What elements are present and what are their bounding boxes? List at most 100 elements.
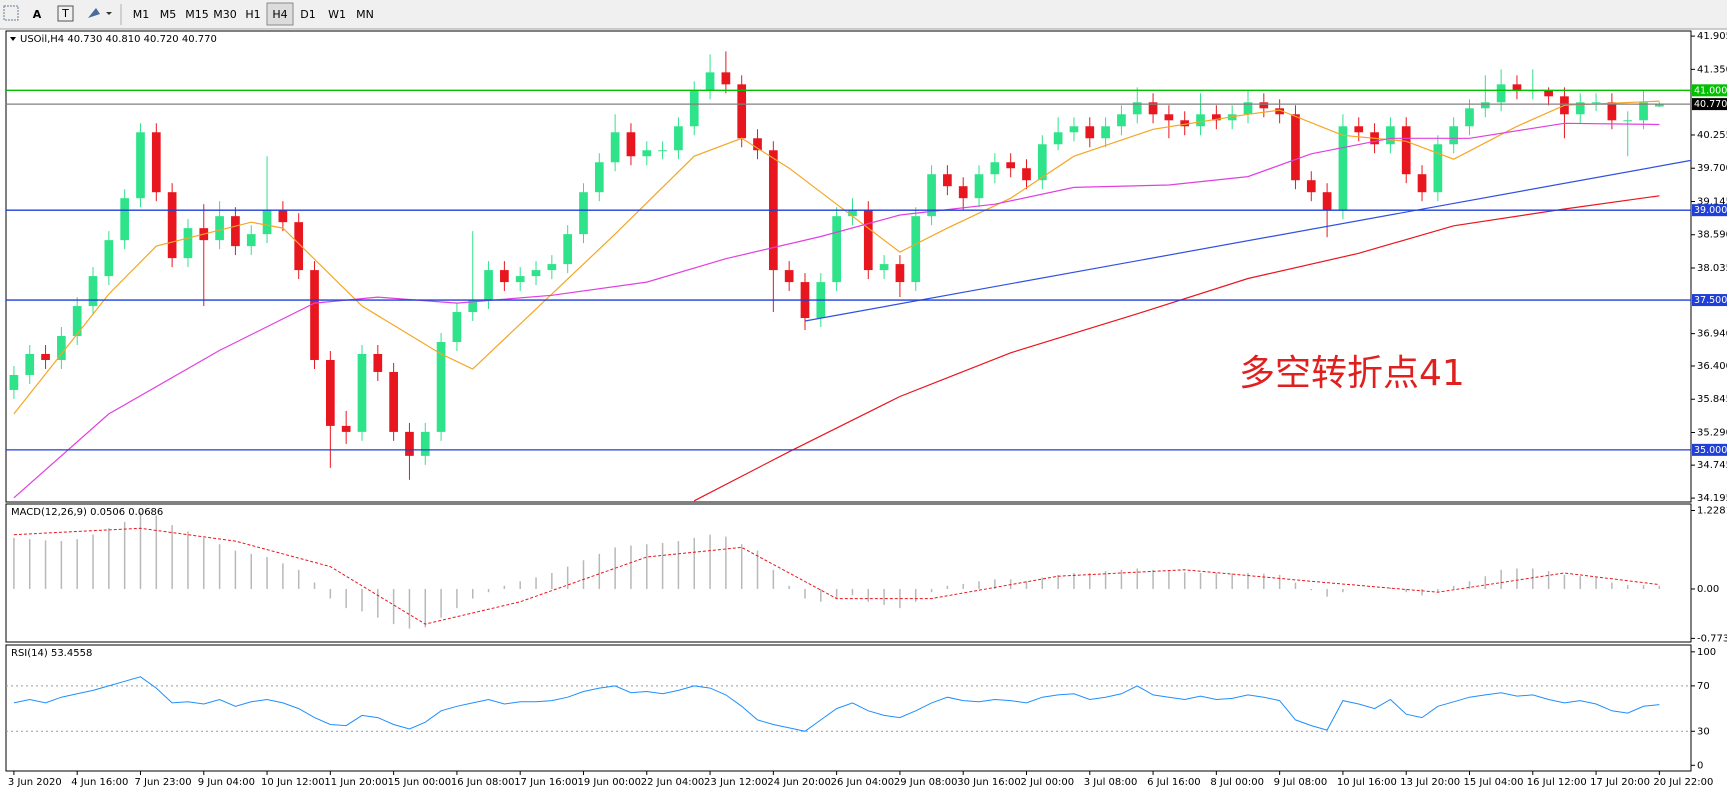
- timeframe-button[interactable]: W1: [328, 8, 346, 21]
- candle-body: [484, 270, 493, 301]
- candle-body: [579, 192, 588, 235]
- candle-body: [1164, 114, 1174, 121]
- timeframe-button[interactable]: M15: [185, 8, 209, 21]
- candle-body: [1101, 126, 1110, 139]
- dropdown-arrow[interactable]: [106, 12, 112, 15]
- candle-body: [1196, 114, 1205, 127]
- candle-body: [88, 276, 98, 307]
- x-tick-label: 30 Jun 16:00: [957, 777, 1021, 788]
- indicator-line: [13, 122, 1660, 499]
- timeframe-button[interactable]: D1: [300, 8, 315, 21]
- candle-body: [1623, 120, 1633, 122]
- y-tick-label: 70: [1697, 681, 1710, 692]
- candle-body: [1148, 102, 1158, 115]
- candle-body: [1480, 102, 1490, 109]
- candle-body: [610, 132, 620, 163]
- candle-body: [1575, 102, 1585, 115]
- timeframe-button[interactable]: MN: [356, 8, 374, 21]
- level-tag: [1692, 84, 1727, 97]
- x-tick-label: 2 Jul 00:00: [1020, 777, 1074, 788]
- candle-body: [1053, 132, 1063, 145]
- candle-body: [721, 72, 731, 85]
- candle-body: [167, 192, 177, 259]
- y-tick-label: 41.905: [1697, 31, 1727, 42]
- timeframe-button[interactable]: H4: [272, 8, 287, 21]
- candle-body: [958, 186, 968, 199]
- cursor-icon[interactable]: [3, 5, 19, 21]
- x-tick-label: 23 Jun 12:00: [704, 777, 768, 788]
- level-label: 39.000: [1694, 205, 1727, 216]
- x-tick-label: 17 Jul 20:00: [1590, 777, 1650, 788]
- timeframe-button[interactable]: M5: [160, 8, 177, 21]
- candle-body: [1496, 84, 1506, 103]
- timeframe-button[interactable]: M1: [133, 8, 150, 21]
- candle-body: [927, 174, 936, 217]
- y-tick-label: -0.7738: [1697, 633, 1727, 644]
- candle-body: [911, 216, 921, 283]
- x-tick-label: 7 Jun 23:00: [134, 777, 191, 788]
- candle-body: [1449, 126, 1459, 145]
- level-tag: [1692, 204, 1727, 217]
- candle-body: [405, 431, 414, 456]
- level-tag: [1692, 443, 1727, 456]
- candle-body: [1338, 126, 1348, 211]
- x-tick-label: 13 Jul 20:00: [1400, 777, 1460, 788]
- candle-body: [183, 228, 193, 259]
- panel-frame: [5, 644, 1692, 772]
- candle-body: [1243, 102, 1253, 115]
- x-tick-label: 6 Jul 16:00: [1147, 777, 1201, 788]
- text-tool[interactable]: A: [33, 8, 42, 21]
- candle-body: [1591, 102, 1601, 104]
- candle-body: [468, 300, 478, 313]
- candle-body: [1117, 114, 1126, 127]
- x-tick-label: 9 Jun 04:00: [198, 777, 255, 788]
- panel-title: USOil,H4 40.730 40.810 40.720 40.770: [20, 34, 217, 45]
- signal-line: [13, 527, 1660, 625]
- candle-body: [420, 431, 430, 456]
- x-tick-label: 9 Jul 08:00: [1274, 777, 1328, 788]
- x-tick-label: 15 Jul 04:00: [1463, 777, 1523, 788]
- candle-body: [1306, 180, 1316, 193]
- x-tick-label: 10 Jun 12:00: [261, 777, 325, 788]
- timeframe-button[interactable]: H1: [245, 8, 260, 21]
- candle-body: [674, 126, 683, 151]
- candle-body: [1544, 90, 1553, 97]
- x-tick-label: 11 Jun 20:00: [324, 777, 388, 788]
- label-tool[interactable]: T: [61, 7, 69, 20]
- panel-frame: [5, 30, 1692, 503]
- y-tick-label: 1.2281: [1697, 506, 1727, 517]
- candle-body: [1085, 126, 1095, 139]
- x-tick-label: 3 Jun 2020: [8, 777, 62, 788]
- candle-body: [1639, 102, 1648, 121]
- x-tick-label: 29 Jun 08:00: [894, 777, 958, 788]
- tool-icons: A T: [3, 4, 122, 25]
- candle-body: [57, 336, 66, 360]
- candle-body: [974, 174, 984, 199]
- candle-body: [25, 353, 35, 375]
- candle-body: [215, 216, 224, 241]
- collapse-arrow: [10, 37, 16, 41]
- candle-body: [1322, 192, 1332, 211]
- candle-body: [294, 222, 304, 271]
- candle-body: [689, 90, 699, 127]
- candle-body: [151, 132, 161, 193]
- timeframe-buttons: M1 M5 M15 M30 H1 H4 D1 W1 MN: [133, 2, 374, 26]
- x-tick-label: 8 Jul 00:00: [1210, 777, 1264, 788]
- shapes-icon[interactable]: [88, 8, 100, 18]
- candle-body: [1275, 108, 1284, 115]
- x-tick-label: 3 Jul 08:00: [1084, 777, 1138, 788]
- candle-body: [120, 198, 130, 241]
- candle-body: [1354, 126, 1364, 133]
- y-tick-label: 36.400: [1697, 361, 1727, 372]
- candle-body: [310, 270, 319, 360]
- candle-body: [341, 425, 351, 432]
- y-tick-label: 34.745: [1697, 460, 1727, 471]
- x-tick-label: 16 Jun 08:00: [451, 777, 515, 788]
- level-tag: [1692, 98, 1727, 111]
- candle-body: [278, 210, 288, 223]
- active-button: [266, 2, 294, 26]
- candle-body: [943, 174, 952, 187]
- candle-body: [9, 374, 19, 390]
- candle-body: [246, 234, 256, 247]
- timeframe-button[interactable]: M30: [213, 8, 237, 21]
